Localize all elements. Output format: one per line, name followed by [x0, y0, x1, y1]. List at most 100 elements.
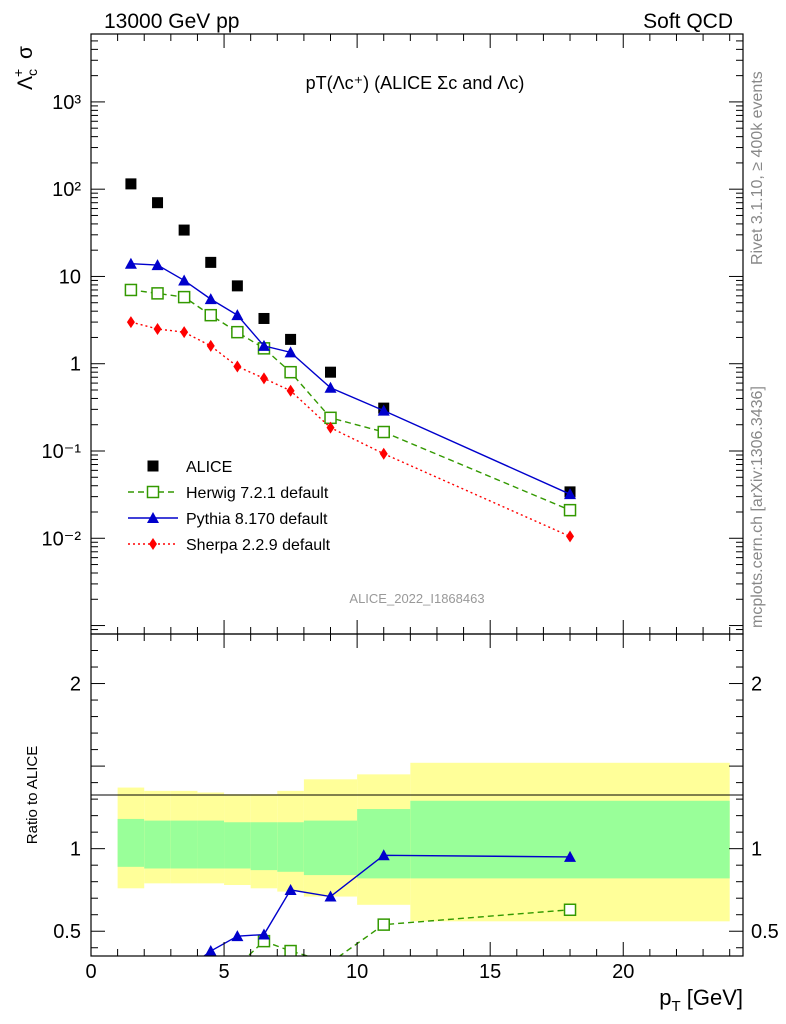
header-right-label: Soft QCD: [643, 10, 733, 33]
axes: 0 5 10 15 20 10⁻² 10⁻¹ 1 10 10² 10³ 0.5 0.5 1 1 2 2: [42, 33, 779, 983]
legend: ALICE Herwig 7.2.1 default Pythia 8.170 de…: [128, 459, 331, 554]
alice-legend-label: ALICE: [186, 459, 232, 476]
y-tick-label-ratio: 2: [70, 674, 81, 696]
sherpa-main-line: [130, 321, 571, 538]
herwig-legend-marker: [146, 485, 160, 499]
sherpa-main-point: [286, 384, 295, 397]
pythia-main-line: [130, 263, 571, 495]
alice-main-point: [285, 333, 297, 345]
y-tick-label-main: 10: [59, 266, 81, 288]
sherpa-ratio-point: [127, 1003, 135, 1015]
ratio-band-inner: [250, 822, 278, 871]
pythia-main-point: [257, 339, 270, 351]
alice-main-point: [125, 178, 137, 190]
y-tick-label-ratio: 0.5: [53, 921, 81, 943]
sherpa-legend-label: Sherpa 2.2.9 default: [186, 537, 331, 554]
y-tick-label-ratio: 1: [70, 839, 81, 861]
herwig-ratio-point: [125, 998, 136, 1009]
y-tick-label-main: 10⁻²: [42, 528, 82, 550]
ratio-band-inner: [357, 809, 411, 879]
ratio-band-inner: [303, 820, 358, 876]
sherpa-ratio-point: [380, 958, 388, 970]
herwig-main-point: [284, 365, 297, 379]
pythia-ratio-point: [204, 945, 217, 956]
pythia-ratio-point: [231, 930, 244, 942]
sherpa-legend-marker: [149, 538, 157, 550]
x-tick-label: 10: [346, 961, 368, 983]
y-tick-label-main: 1: [70, 354, 81, 376]
alice-main-point: [152, 197, 164, 209]
herwig-main-point: [204, 308, 218, 322]
sherpa-main-point: [566, 530, 575, 543]
ratio-band-inner: [197, 820, 225, 869]
ratio-band-inner: [277, 822, 304, 872]
rivet-label: Rivet 3.1.10, ≥ 400k events: [749, 71, 766, 265]
herwig-ratio-point: [325, 957, 336, 968]
analysis-label: ALICE_2022_I1868463: [349, 591, 484, 606]
sherpa-main-point: [259, 372, 268, 385]
pythia-main-point: [231, 309, 244, 321]
y-axis-label-main: Λc+ σ: [10, 46, 40, 90]
herwig-ratio-line: [246, 909, 571, 956]
y-tick-label-main: 10²: [52, 179, 81, 201]
pythia-main-point: [377, 404, 390, 416]
y-axis-label-ratio: Ratio to ALICE: [24, 746, 41, 844]
sherpa-ratio-point: [327, 970, 335, 982]
ratio-bands: [117, 762, 730, 922]
herwig-main-point: [324, 411, 337, 425]
pythia-ratio-point: [178, 965, 190, 976]
chart-title: pT(Λc⁺) (ALICE Σc and Λc): [306, 73, 525, 93]
ratio-band-inner: [410, 800, 730, 879]
main-series: [124, 178, 577, 543]
pythia-ratio-point: [324, 890, 337, 902]
alice-main-point: [205, 256, 217, 268]
alice-main-point: [231, 280, 243, 292]
ratio-band-inner: [170, 820, 198, 869]
sherpa-ratio-point: [233, 988, 241, 1000]
alice-main-point: [258, 312, 270, 324]
sherpa-ratio-point: [180, 996, 188, 1008]
herwig-main-point: [231, 325, 244, 339]
herwig-main-point: [124, 283, 138, 297]
sherpa-ratio-point: [260, 973, 268, 985]
herwig-main-point: [177, 290, 191, 304]
pythia-main-point: [564, 488, 577, 500]
x-tick-label: 0: [85, 961, 96, 983]
x-axis-label: pT [GeV]: [659, 985, 743, 1015]
sherpa-ratio-point: [207, 990, 215, 1002]
sherpa-ratio-point: [287, 965, 295, 977]
y-tick-label-main: 10³: [52, 92, 81, 114]
pythia-main-point: [178, 274, 191, 286]
alice-main-point: [178, 224, 190, 236]
sherpa-main-point: [126, 316, 135, 329]
pythia-legend-marker: [147, 512, 159, 523]
ratio-frame: [90, 633, 744, 957]
x-tick-label: 5: [218, 961, 229, 983]
y-tick-label-main: 10⁻¹: [42, 441, 82, 463]
herwig-ratio-point: [377, 918, 390, 931]
pythia-main-point: [151, 259, 164, 271]
header-left-label: 13000 GeV pp: [104, 10, 239, 33]
sherpa-main-point: [326, 421, 335, 434]
herwig-ratio-point: [563, 903, 577, 917]
pythia-legend-label: Pythia 8.170 default: [186, 511, 328, 528]
x-tick-label: 15: [479, 961, 501, 983]
pythia-ratio-point: [257, 928, 270, 940]
pythia-main-point: [324, 381, 337, 393]
mcplots-label: mcplots.cern.ch [arXiv:1306.3436]: [749, 386, 766, 628]
y-tick-label-ratio-right: 0.5: [751, 921, 779, 943]
pythia-ratio-point: [377, 849, 390, 861]
sherpa-ratio-point: [154, 1001, 162, 1013]
herwig-main-point: [151, 287, 164, 300]
pythia-main-point: [124, 257, 137, 269]
ratio-band-inner: [117, 818, 145, 867]
sherpa-ratio-point: [566, 957, 574, 969]
sherpa-main-point: [206, 339, 215, 352]
y-tick-label-ratio-right: 1: [751, 839, 762, 861]
ratio-band-inner: [144, 820, 171, 869]
herwig-main-point: [563, 503, 577, 517]
herwig-ratio-point: [205, 967, 216, 978]
pythia-ratio-point: [564, 850, 577, 862]
herwig-main-line: [130, 289, 571, 511]
y-tick-label-ratio-right: 2: [751, 674, 762, 696]
